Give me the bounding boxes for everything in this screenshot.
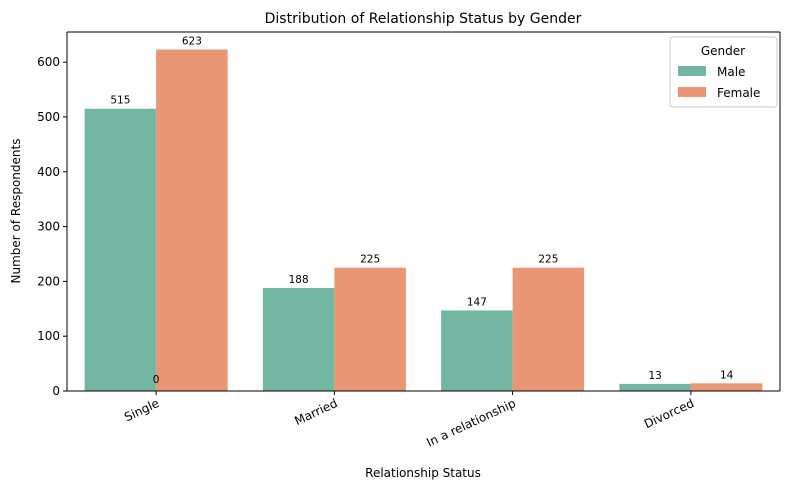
bar-label-male-2: 147 (467, 296, 487, 308)
y-tick-label: 500 (37, 110, 60, 124)
bar-female-2 (512, 267, 585, 391)
y-axis-label: Number of Respondents (9, 139, 23, 284)
legend-title: Gender (701, 44, 745, 58)
legend-label-female: Female (717, 86, 760, 100)
chart-title: Distribution of Relationship Status by G… (265, 11, 582, 27)
legend-swatch-female (678, 87, 706, 97)
bar-label-female-1: 225 (360, 254, 380, 266)
y-tick-label: 200 (37, 274, 60, 288)
bar-label-male-1: 188 (289, 274, 309, 286)
y-tick-label: 100 (37, 329, 60, 343)
bar-male-0 (84, 108, 157, 392)
bar-male-1 (262, 287, 335, 391)
y-tick-label: 400 (37, 165, 60, 179)
y-tick-label: 300 (37, 220, 60, 234)
plot-area: 515 188 147 13 623 225 225 14 0 0 100 200 300 400 500 6… (37, 31, 781, 450)
x-tick-label: In a relationship (424, 396, 518, 450)
bar-label-male-0: 515 (110, 95, 130, 107)
bar-female-3 (690, 383, 763, 391)
bar-label-female-0: 623 (182, 36, 202, 48)
legend: Gender Male Female (669, 36, 778, 108)
x-tick-label: Married (292, 396, 339, 428)
bar-label-extra: 0 (153, 374, 160, 386)
legend-label-male: Male (717, 65, 745, 79)
y-tick-label: 0 (52, 384, 60, 398)
x-tick-label: Divorced (642, 396, 696, 431)
bar-female-0 (156, 49, 228, 391)
x-axis-label: Relationship Status (365, 466, 481, 480)
bar-male-3 (619, 383, 691, 391)
y-tick-label: 600 (37, 55, 60, 69)
legend-swatch-male (678, 66, 706, 76)
bar-female-1 (334, 267, 406, 391)
bar-label-female-3: 14 (720, 369, 734, 381)
bar-label-female-2: 225 (538, 254, 558, 266)
x-tick-label: Single (122, 396, 161, 424)
bar-label-male-3: 13 (648, 370, 661, 382)
bar-male-2 (441, 310, 513, 391)
